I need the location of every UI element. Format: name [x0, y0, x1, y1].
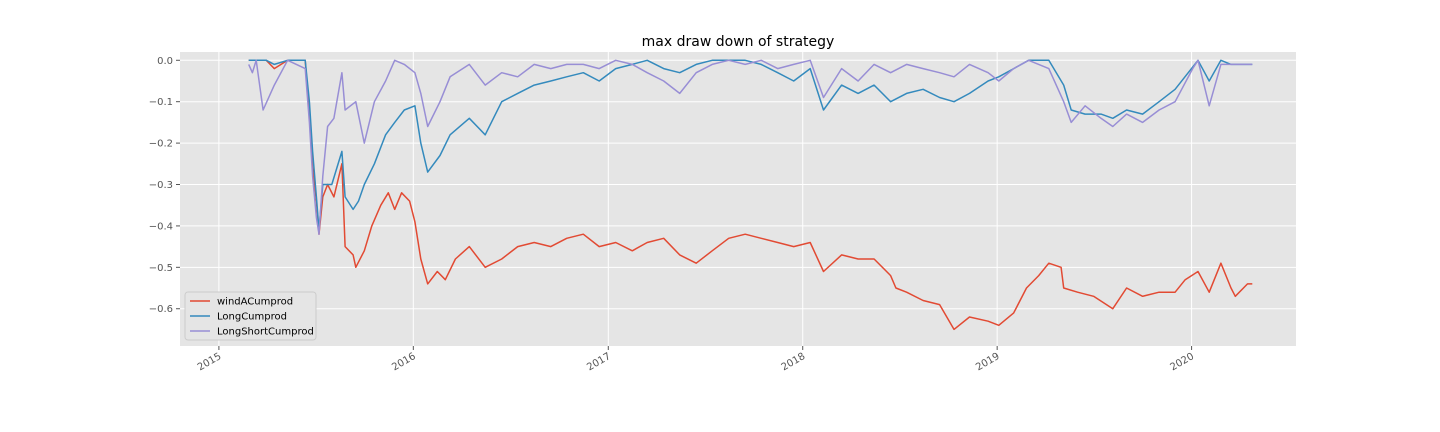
y-tick-label: −0.6 [149, 304, 173, 315]
grid-lines [180, 52, 1296, 346]
x-tick-label: 2016 [390, 351, 418, 373]
y-tick-label: −0.5 [149, 263, 173, 274]
x-axis: 2015 2016 2017 2018 2019 2020 [196, 346, 1196, 373]
x-tick-label: 2018 [780, 351, 808, 373]
y-axis: 0.0 −0.1 −0.2 −0.3 −0.4 −0.5 −0.6 [149, 56, 180, 315]
y-tick-label: 0.0 [157, 56, 173, 67]
plot-background [180, 52, 1296, 346]
series-line-0 [248, 59, 1253, 331]
x-tick-label: 2020 [1169, 351, 1197, 373]
legend-label: windACumprod [217, 297, 293, 308]
legend: windACumprod LongCumprod LongShortCumprod [184, 291, 317, 341]
legend-label: LongCumprod [217, 312, 287, 323]
y-tick-label: −0.1 [149, 97, 173, 108]
y-tick-label: −0.4 [149, 221, 173, 232]
y-tick-label: −0.3 [149, 180, 173, 191]
x-tick-label: 2019 [974, 351, 1002, 373]
x-tick-label: 2015 [196, 351, 224, 373]
x-tick-label: 2017 [585, 351, 613, 373]
legend-box [184, 291, 317, 341]
y-tick-label: −0.2 [149, 139, 173, 150]
series-line-1 [248, 59, 1253, 231]
chart-title: max draw down of strategy [642, 34, 835, 50]
series-line-2 [248, 59, 1253, 235]
series-lines [248, 59, 1253, 331]
legend-label: LongShortCumprod [217, 327, 314, 338]
